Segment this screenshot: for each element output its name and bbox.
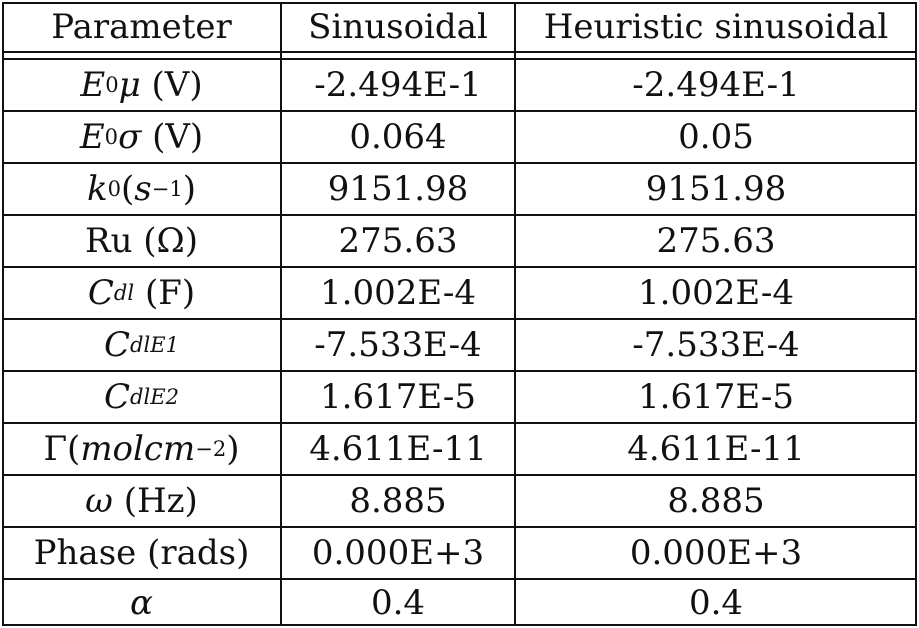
table-row: Ru (Ω) 275.63 275.63 — [2, 215, 917, 267]
row-divider — [2, 318, 917, 320]
parameter-cell: α — [130, 582, 153, 623]
sinusoidal-value: 0.4 — [370, 582, 426, 623]
header-heuristic-sinusoidal: Heuristic sinusoidal — [543, 7, 889, 47]
table-row: α 0.4 0.4 — [2, 579, 917, 626]
heuristic-value: 275.63 — [656, 221, 776, 261]
table-border-bottom — [2, 624, 917, 626]
sinusoidal-value: 275.63 — [338, 221, 458, 261]
heuristic-value: -7.533E-4 — [632, 325, 800, 365]
row-divider — [2, 526, 917, 528]
row-divider — [2, 474, 917, 476]
table-row: ω (Hz) 8.885 8.885 — [2, 475, 917, 527]
header-sinusoidal: Sinusoidal — [308, 7, 488, 47]
table-border-left — [2, 2, 4, 626]
row-divider — [2, 422, 917, 424]
sinusoidal-value: 0.000E+3 — [311, 533, 485, 573]
row-divider — [2, 162, 917, 164]
sinusoidal-value: -2.494E-1 — [314, 65, 482, 105]
heuristic-value: 0.4 — [688, 582, 744, 623]
sinusoidal-value: 9151.98 — [327, 169, 469, 209]
heuristic-value: 0.000E+3 — [629, 533, 803, 573]
header-row: Parameter Sinusoidal Heuristic sinusoida… — [2, 2, 917, 52]
heuristic-value: -2.494E-1 — [632, 65, 800, 105]
table-border-top — [2, 2, 917, 4]
sinusoidal-value: 0.064 — [349, 117, 447, 157]
sinusoidal-value: 4.611E-11 — [309, 429, 487, 469]
table-row: Γ(molcm −2) 4.611E-11 4.611E-11 — [2, 423, 917, 475]
column-divider — [280, 2, 282, 626]
parameter-cell: Phase (rads) — [33, 533, 250, 573]
heuristic-value: 8.885 — [667, 481, 765, 521]
row-divider — [2, 370, 917, 372]
heuristic-value: 9151.98 — [645, 169, 787, 209]
table-row: Phase (rads) 0.000E+3 0.000E+3 — [2, 527, 917, 579]
parameter-cell: ω (Hz) — [85, 481, 198, 521]
parameter-cell: k 0(s −1) — [86, 169, 197, 209]
column-divider — [514, 2, 516, 626]
parameter-cell: Γ(molcm −2) — [43, 429, 240, 469]
heuristic-value: 4.611E-11 — [627, 429, 805, 469]
table-border-right — [915, 2, 917, 626]
sinusoidal-value: -7.533E-4 — [314, 325, 482, 365]
header-parameter: Parameter — [51, 7, 232, 47]
heuristic-value: 1.617E-5 — [638, 377, 794, 417]
row-divider — [2, 266, 917, 268]
sinusoidal-value: 1.617E-5 — [320, 377, 476, 417]
heuristic-value: 0.05 — [678, 117, 754, 157]
row-divider — [2, 578, 917, 580]
heuristic-value: 1.002E-4 — [638, 273, 794, 313]
sinusoidal-value: 1.002E-4 — [320, 273, 476, 313]
sinusoidal-value: 8.885 — [349, 481, 447, 521]
header-rule-upper — [2, 51, 917, 53]
parameter-cell: Ru (Ω) — [84, 221, 199, 261]
header-rule-lower — [2, 58, 917, 60]
row-divider — [2, 110, 917, 112]
table-row: k 0(s −1) 9151.98 9151.98 — [2, 163, 917, 215]
row-divider — [2, 214, 917, 216]
